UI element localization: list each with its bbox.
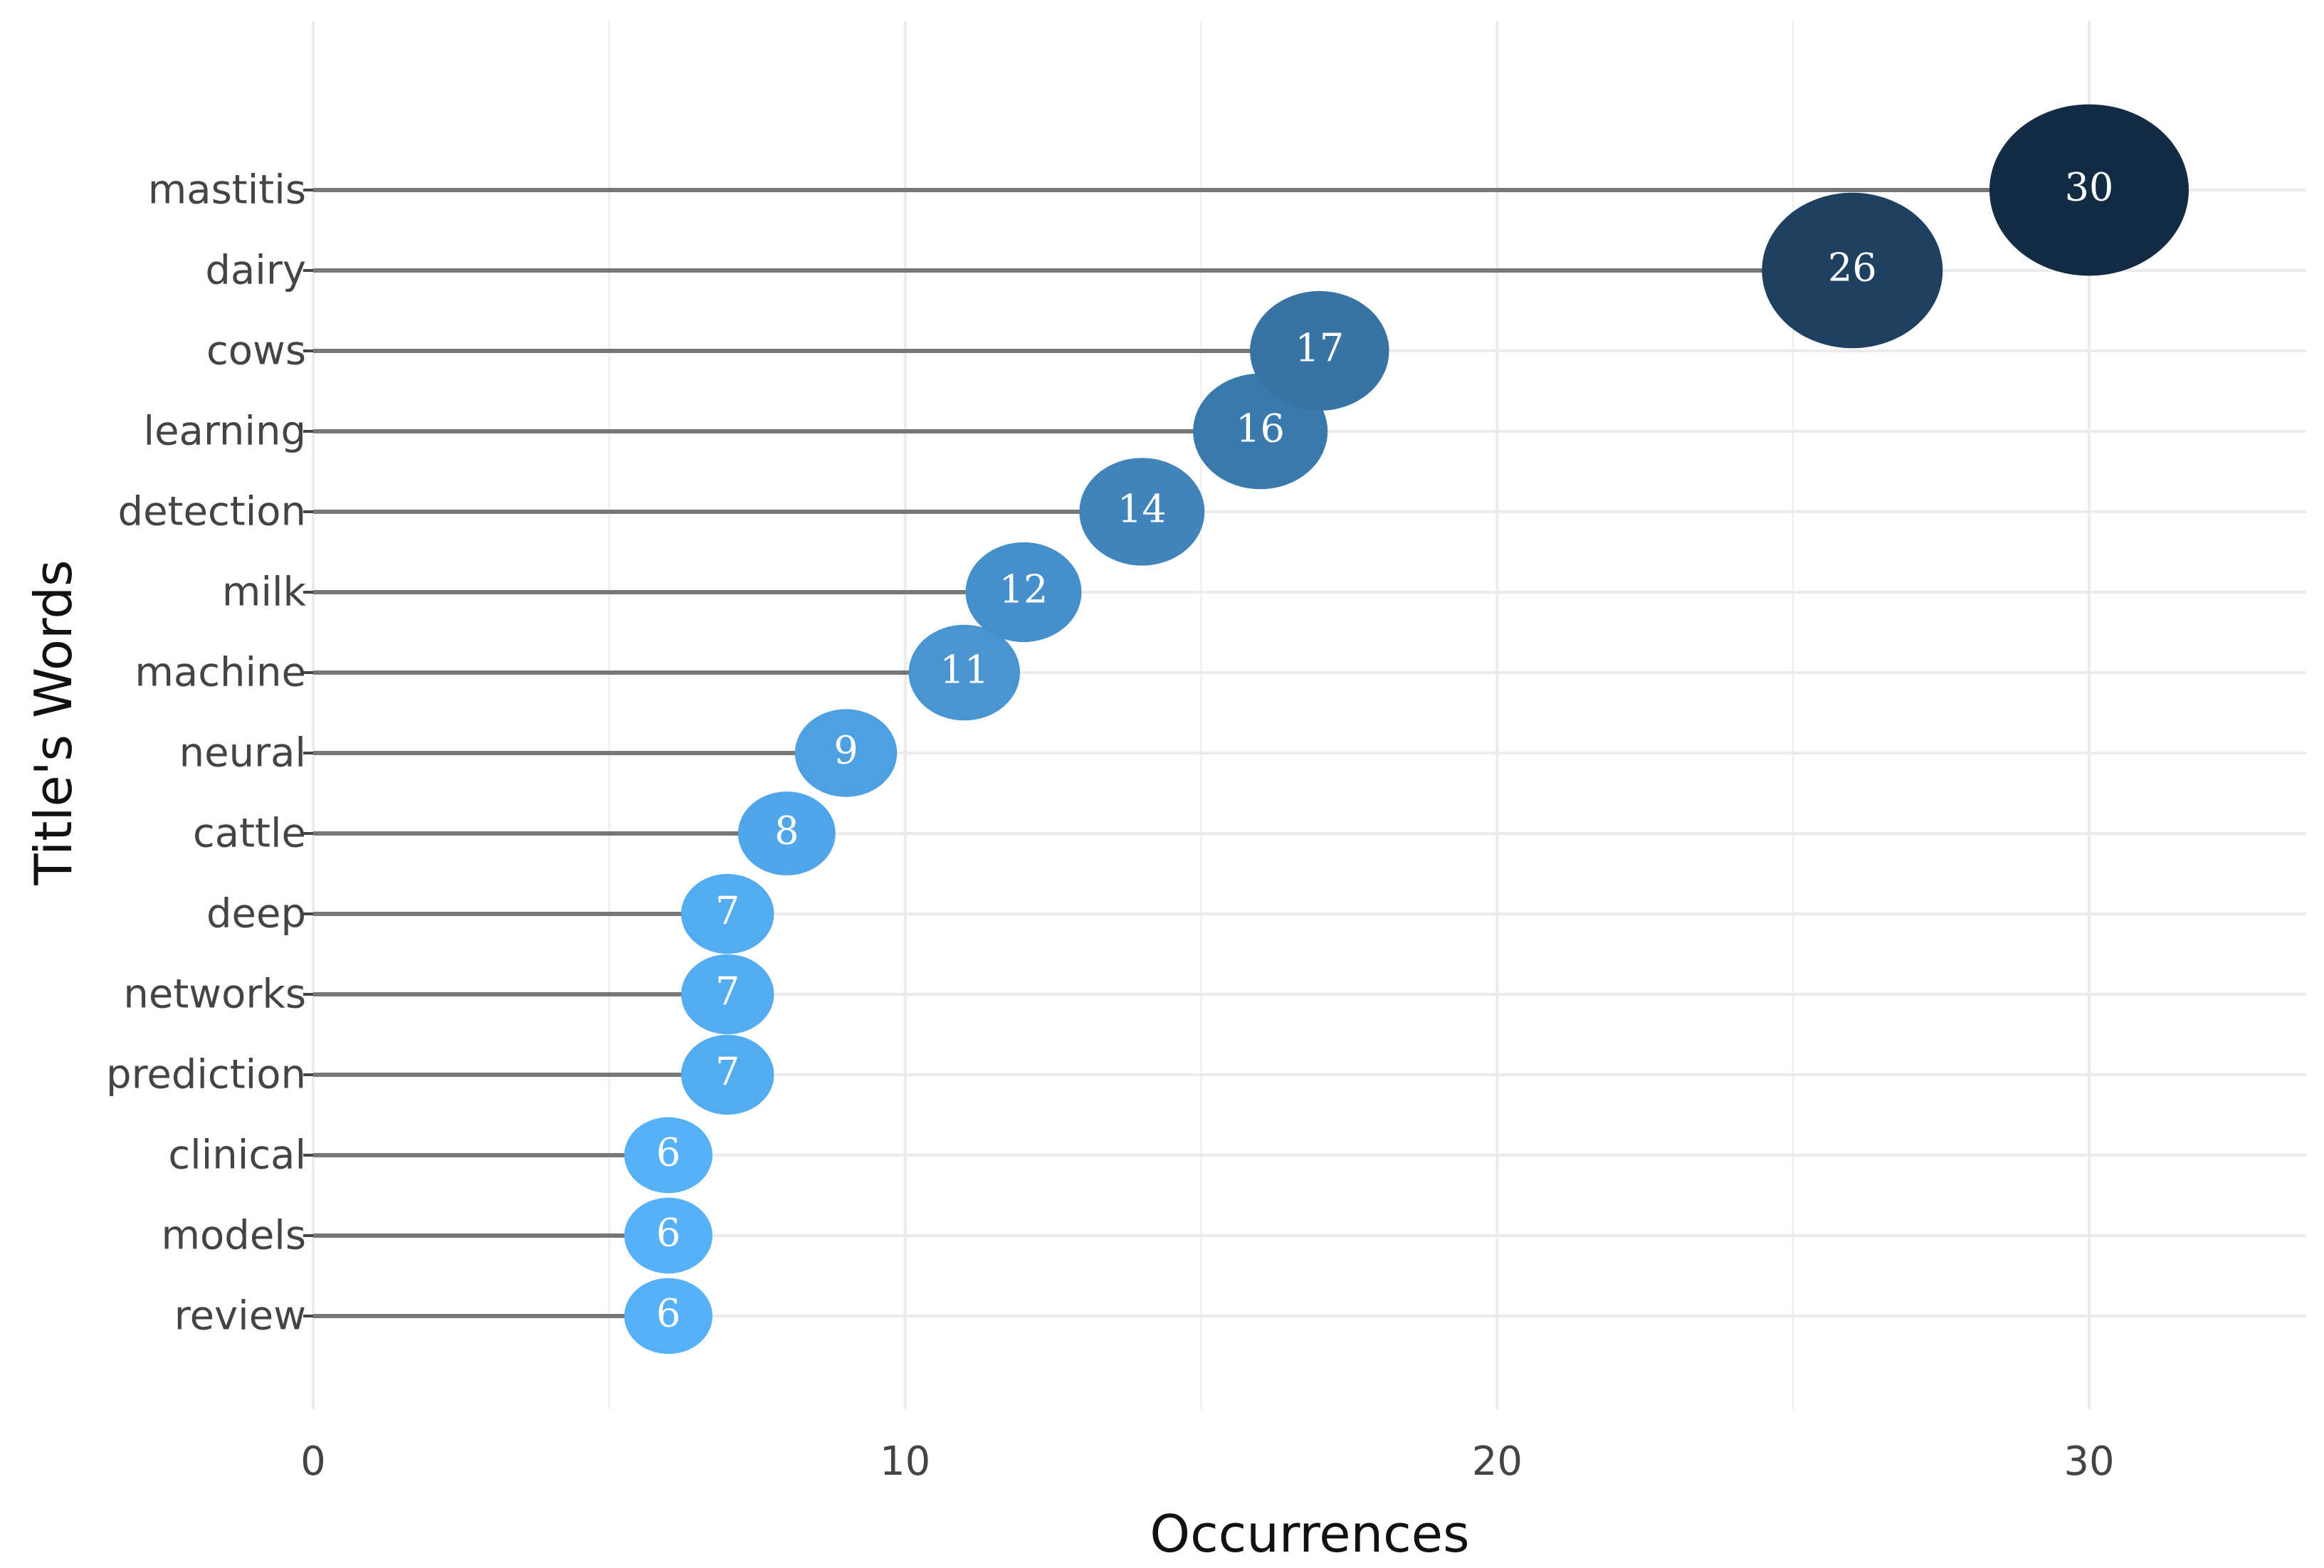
y-tick-label: milk (222, 569, 307, 616)
bubble-value-label: 6 (656, 1211, 680, 1256)
bubble-value-label: 26 (1828, 246, 1877, 290)
x-tick-label: 20 (1472, 1438, 1523, 1485)
bubble-value-label: 7 (715, 969, 740, 1014)
bubble-value-label: 11 (940, 648, 989, 693)
bubble-value-label: 7 (715, 889, 740, 934)
bubble-value-label: 14 (1118, 487, 1167, 532)
y-tick-label: cows (206, 328, 306, 374)
y-tick-label: learning (144, 409, 306, 455)
x-axis-title: Occurrences (1150, 1504, 1469, 1564)
y-tick-label: mastitis (148, 167, 306, 214)
bubble-value-label: 9 (834, 728, 858, 773)
y-tick-label: networks (123, 972, 306, 1018)
bubble-value-label: 6 (656, 1130, 680, 1175)
y-tick-label: cattle (193, 811, 306, 857)
y-tick-label: deep (206, 891, 306, 937)
y-tick-label: review (174, 1293, 306, 1340)
y-tick-label: machine (135, 650, 306, 696)
x-tick-label: 0 (300, 1438, 326, 1485)
bubble-value-label: 8 (774, 809, 799, 853)
y-tick-label: clinical (168, 1132, 306, 1179)
y-tick-label: models (161, 1213, 306, 1259)
bubble-value-label: 16 (1236, 406, 1285, 451)
bubble-value-label: 6 (656, 1291, 680, 1336)
y-axis-title: Title's Words (23, 559, 83, 885)
y-tick-label: neural (179, 730, 306, 777)
bubble-value-label: 7 (715, 1050, 740, 1095)
y-axis-tick-labels: mastitis dairy cows learning detection milk ma… (106, 167, 307, 1340)
y-tick-label: prediction (106, 1052, 306, 1098)
x-axis-tick-labels: 0 10 20 30 (300, 1438, 2114, 1485)
bubble-value-label: 30 (2065, 165, 2114, 210)
y-tick-label: detection (118, 489, 306, 535)
bubble-value-label: 17 (1295, 326, 1344, 371)
x-tick-label: 30 (2063, 1438, 2114, 1485)
y-tick-label: dairy (205, 248, 306, 294)
x-tick-label: 10 (880, 1438, 930, 1485)
bubble-value-label: 12 (999, 567, 1048, 612)
